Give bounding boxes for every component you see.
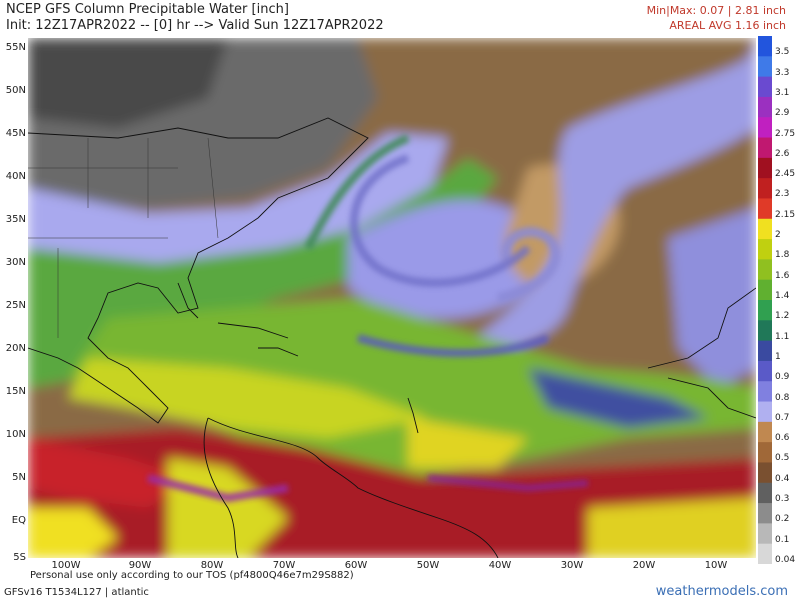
colorbar-swatch	[758, 218, 772, 240]
colorbar-swatch	[758, 543, 772, 564]
lon-label-40w: 40W	[488, 560, 512, 571]
colorbar-swatch	[758, 96, 772, 118]
colorbar-swatch	[758, 320, 772, 342]
colorbar-swatch	[758, 239, 772, 260]
areal-avg-text: AREAL AVG 1.16 inch	[669, 19, 786, 32]
colorbar-swatch	[758, 36, 772, 57]
colorbar-label: 0.3	[775, 494, 790, 505]
colorbar-swatch	[758, 360, 772, 382]
map-title: NCEP GFS Column Precipitable Water [inch…	[6, 2, 289, 17]
colorbar-label: 0.4	[775, 473, 790, 484]
colorbar-label: 0.04	[775, 555, 796, 565]
colorbar-label: 2.75	[775, 128, 796, 139]
colorbar-swatch	[758, 340, 772, 362]
lon-label-90w: 90W	[128, 560, 152, 571]
minmax-text: Min|Max: 0.07 | 2.81 inch	[646, 4, 786, 17]
lat-label-25n: 25N	[5, 300, 26, 311]
colorbar-swatch	[758, 157, 772, 179]
colorbar-swatch	[758, 300, 772, 321]
lon-label-10w: 10W	[704, 560, 728, 571]
colorbar-label: 0.5	[775, 453, 790, 464]
colorbar-label: 3.5	[775, 47, 790, 58]
colorbar-swatch	[758, 198, 772, 220]
lon-label-60w: 60W	[344, 560, 368, 571]
lat-label-10n: 10N	[5, 429, 26, 440]
colorbar-label: 2.15	[775, 209, 796, 220]
colorbar-swatch	[758, 279, 772, 301]
colorbar-swatch	[758, 178, 772, 199]
colorbar-label: 2.9	[775, 108, 790, 119]
colorbar-label: 0.1	[775, 534, 790, 545]
lat-label-50n: 50N	[5, 85, 26, 96]
lon-label-70w: 70W	[272, 560, 296, 571]
colorbar-label: 1.4	[775, 291, 790, 301]
colorbar-swatch	[758, 442, 772, 463]
colorbar-swatch	[758, 259, 772, 281]
colorbar-label: 0.6	[775, 433, 790, 444]
lat-label-35n: 35N	[5, 214, 26, 225]
lon-label-50w: 50W	[416, 560, 440, 571]
lat-label-40n: 40N	[5, 171, 26, 182]
lon-label-20w: 20W	[632, 560, 656, 571]
lon-label-100w: 100W	[51, 560, 81, 571]
colorbar-label: 1.1	[775, 331, 790, 342]
colorbar-label: 2.45	[775, 169, 796, 180]
colorbar-label: 0.7	[775, 412, 790, 423]
model-info: GFSv16 T1534L127 | atlantic	[4, 587, 149, 598]
colorbar-label: 2.3	[775, 189, 790, 200]
colorbar-swatch	[758, 137, 772, 159]
colorbar-label: 0.2	[775, 514, 790, 525]
precipitable-water-map	[28, 38, 756, 558]
colorbar-label: 1	[775, 351, 781, 362]
colorbar-swatch	[758, 421, 772, 443]
lat-label-20n: 20N	[5, 343, 26, 354]
lon-label-30w: 30W	[560, 560, 584, 571]
colorbar-label: 1.8	[775, 250, 790, 261]
colorbar-label: 0.8	[775, 392, 790, 403]
colorbar-swatch	[758, 117, 772, 139]
colorbar-swatch	[758, 462, 772, 484]
colorbar-label: 1.6	[775, 270, 790, 281]
colorbar-label: 1.2	[775, 311, 790, 322]
colorbar-swatch	[758, 401, 772, 423]
brand-link[interactable]: weathermodels.com	[655, 584, 788, 599]
colorbar-swatch	[758, 482, 772, 504]
lat-label-45n: 45N	[5, 128, 26, 139]
colorbar-label: 2	[775, 230, 781, 241]
lat-label-55n: 55N	[5, 42, 26, 53]
colorbar-swatch	[758, 381, 772, 403]
colorbar-label: 2.6	[775, 148, 790, 159]
colorbar-swatch	[758, 503, 772, 524]
colorbar-swatch	[758, 523, 772, 545]
colorbar-label: 3.3	[775, 67, 790, 78]
colorbar-label: 0.9	[775, 372, 790, 383]
colorbar-swatch	[758, 56, 772, 78]
stats-block: Min|Max: 0.07 | 2.81 inch AREAL AVG 1.16…	[647, 3, 786, 33]
map-title-block: NCEP GFS Column Precipitable Water [inch…	[6, 2, 384, 34]
map-subtitle: Init: 12Z17APR2022 -- [0] hr --> Valid S…	[6, 18, 384, 33]
lat-label-5n: 5N	[12, 472, 26, 483]
colorbar	[758, 36, 772, 564]
lat-label-30n: 30N	[5, 257, 26, 268]
lon-label-80w: 80W	[200, 560, 224, 571]
tos-disclaimer: Personal use only according to our TOS (…	[30, 570, 354, 581]
lat-label-5s: 5S	[13, 552, 26, 563]
lat-label-15n: 15N	[5, 386, 26, 397]
lat-label-eq: EQ	[11, 515, 26, 526]
colorbar-label: 3.1	[775, 87, 790, 98]
colorbar-swatch	[758, 76, 772, 98]
